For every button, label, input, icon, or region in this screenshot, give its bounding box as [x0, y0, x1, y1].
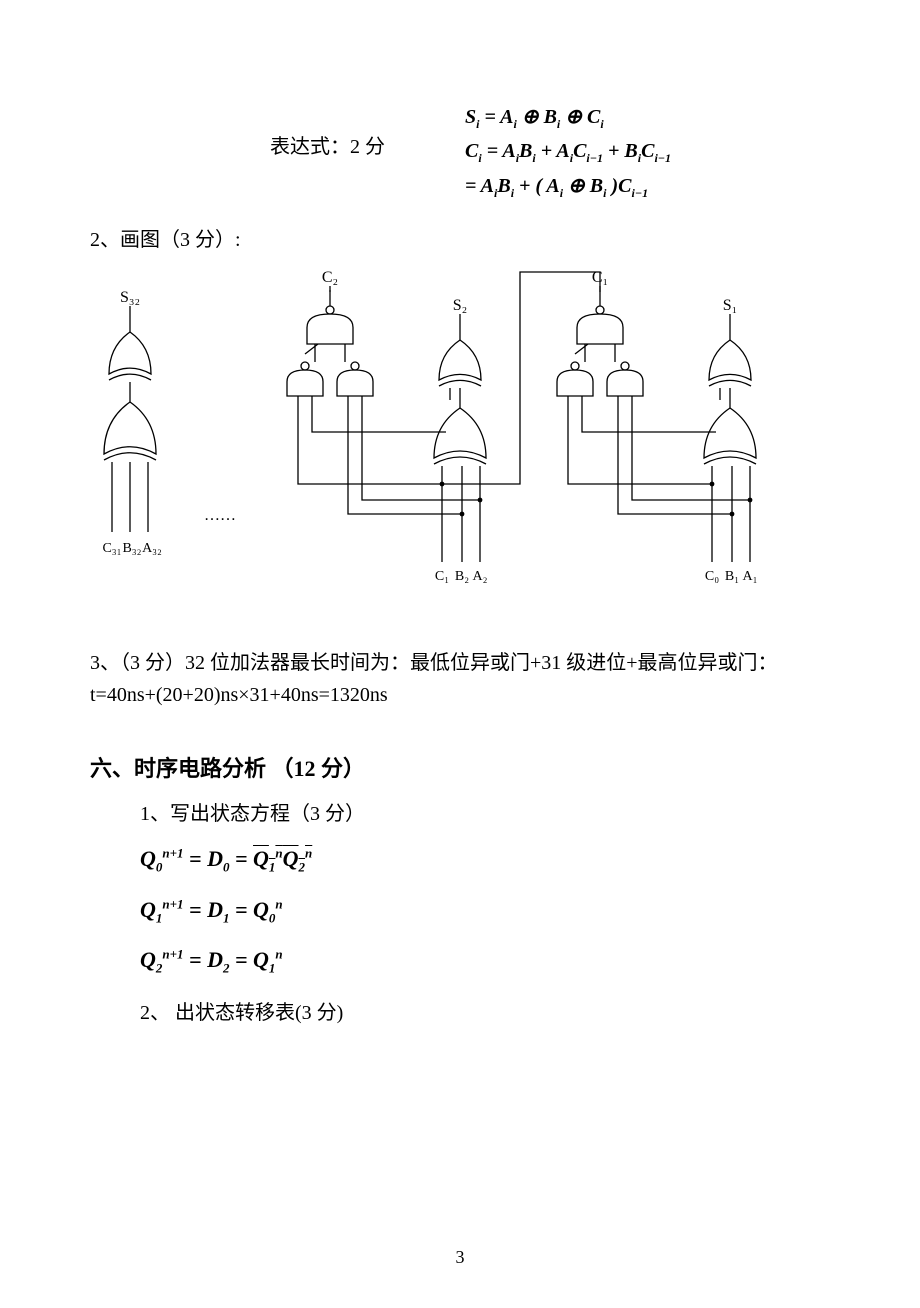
q2-heading: 2、画图（3 分）:	[90, 223, 830, 252]
sec6-eq1: Q0n+1 = D0 = Q1nQ2n	[140, 844, 830, 877]
svg-text:B₃₂: B₃₂	[122, 541, 141, 556]
svg-text:S₁: S₁	[723, 297, 737, 314]
page-number: 3	[0, 1247, 920, 1268]
formula-ci-1: Ci = AiBi + AiCi−1 + BiCi−1	[465, 134, 671, 168]
svg-text:C₂: C₂	[322, 269, 338, 286]
svg-text:B₂: B₂	[455, 569, 469, 584]
circuit-diagram: S₃₂C₃₁B₃₂A₃₂……C₂S₂C₁B₂A₂C₁S₁C₀B₁A₁	[90, 262, 830, 607]
q3-text: 3、（3 分）32 位加法器最长时间为：最低位异或门+31 级进位+最高位异或门…	[90, 647, 830, 711]
svg-text:A₁: A₁	[743, 569, 758, 584]
expression-row: 表达式：2 分 Si = Ai ⊕ Bi ⊕ Ci Ci = AiBi + Ai…	[90, 100, 830, 203]
svg-text:A₃₂: A₃₂	[142, 541, 162, 556]
section-6-points: （12 分）	[272, 756, 366, 781]
svg-text:C₀: C₀	[705, 569, 719, 584]
expression-formulas: Si = Ai ⊕ Bi ⊕ Ci Ci = AiBi + AiCi−1 + B…	[465, 100, 671, 203]
section-6-title: 六、时序电路分析 （12 分）	[90, 751, 830, 783]
formula-si: Si = Ai ⊕ Bi ⊕ Ci	[465, 100, 671, 134]
page: 表达式：2 分 Si = Ai ⊕ Bi ⊕ Ci Ci = AiBi + Ai…	[0, 0, 920, 1308]
svg-text:C₃₁: C₃₁	[102, 541, 121, 556]
svg-text:A₂: A₂	[473, 569, 488, 584]
formula-ci-2: = AiBi + ( Ai ⊕ Bi )Ci−1	[465, 169, 671, 203]
svg-text:S₃₂: S₃₂	[120, 289, 140, 306]
svg-text:C₁: C₁	[435, 569, 449, 584]
sec6-item1: 1、写出状态方程（3 分）	[140, 797, 830, 826]
svg-text:……: ……	[204, 507, 236, 524]
q3-line2: t=40ns+(20+20)ns×31+40ns=1320ns	[90, 679, 830, 711]
sec6-eq3: Q2n+1 = D2 = Q1n	[140, 945, 830, 978]
sec6-item2: 2、 出状态转移表(3 分)	[140, 996, 830, 1025]
q3-line1: 3、（3 分）32 位加法器最长时间为：最低位异或门+31 级进位+最高位异或门…	[90, 647, 830, 679]
svg-text:B₁: B₁	[725, 569, 739, 584]
svg-text:S₂: S₂	[453, 297, 467, 314]
section-6-name: 六、时序电路分析	[90, 756, 266, 781]
expression-label: 表达式：2 分	[270, 130, 385, 159]
sec6-eq2: Q1n+1 = D1 = Q0n	[140, 895, 830, 928]
